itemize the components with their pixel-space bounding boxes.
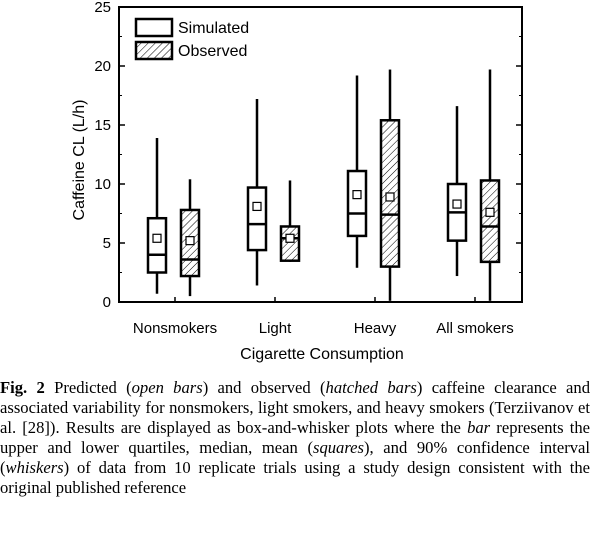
box-simulated-heavy — [346, 75, 368, 268]
y-tick-label: 0 — [103, 294, 111, 311]
x-tick-label: Heavy — [354, 320, 397, 337]
caption-text: Predicted (open bars) and observed (hatc… — [0, 378, 590, 497]
box-observed-light — [279, 180, 301, 262]
y-tick-label: 15 — [94, 117, 111, 134]
box-simulated-all-smokers — [446, 106, 468, 277]
box-body — [246, 186, 268, 252]
y-axis-title: Caffeine CL (L/h) — [71, 100, 88, 221]
box-body — [279, 225, 301, 262]
box-observed-heavy — [379, 69, 401, 301]
legend-swatch-simulated — [134, 17, 174, 38]
legend-label-observed: Observed — [178, 43, 247, 60]
y-tick-label: 5 — [103, 235, 111, 252]
box-body — [146, 216, 168, 274]
box-observed-nonsmokers — [179, 179, 201, 297]
mean-square — [485, 207, 495, 217]
legend: Simulated Observed — [134, 17, 249, 61]
x-axis-title: Cigarette Consumption — [240, 346, 404, 363]
legend-label-simulated: Simulated — [178, 20, 249, 37]
mean-square — [152, 233, 162, 243]
y-tick-label: 20 — [94, 58, 111, 75]
legend-swatch-observed — [134, 40, 174, 61]
mean-square — [252, 201, 262, 212]
mean-square — [285, 233, 295, 243]
box-body — [479, 179, 501, 264]
figure-number: Fig. 2 — [0, 378, 45, 397]
mean-square — [185, 236, 195, 246]
box-plot-chart: 0 5 10 15 20 25 Nonsmokers Light Heavy All smoke… — [71, 0, 523, 363]
mean-square — [452, 199, 462, 209]
box-body — [346, 169, 368, 238]
x-axis-ticks: Nonsmokers Light Heavy All smokers — [133, 297, 514, 337]
x-tick-label: Light — [259, 320, 292, 337]
y-axis-ticks: 0 5 10 15 20 25 — [94, 0, 522, 311]
plot-area-frame — [118, 6, 523, 303]
y-tick-label: 10 — [94, 176, 111, 193]
box-plot-series — [146, 69, 501, 301]
box-simulated-light — [246, 99, 268, 286]
x-tick-label: All smokers — [436, 320, 514, 337]
y-tick-label: 25 — [94, 0, 111, 16]
figure-caption: Fig. 2 Predicted (open bars) and observe… — [0, 378, 590, 498]
box-observed-all-smokers — [479, 69, 501, 301]
mean-square — [352, 190, 362, 200]
mean-square — [385, 192, 395, 202]
box-simulated-nonsmokers — [146, 137, 168, 294]
x-tick-label: Nonsmokers — [133, 320, 217, 337]
